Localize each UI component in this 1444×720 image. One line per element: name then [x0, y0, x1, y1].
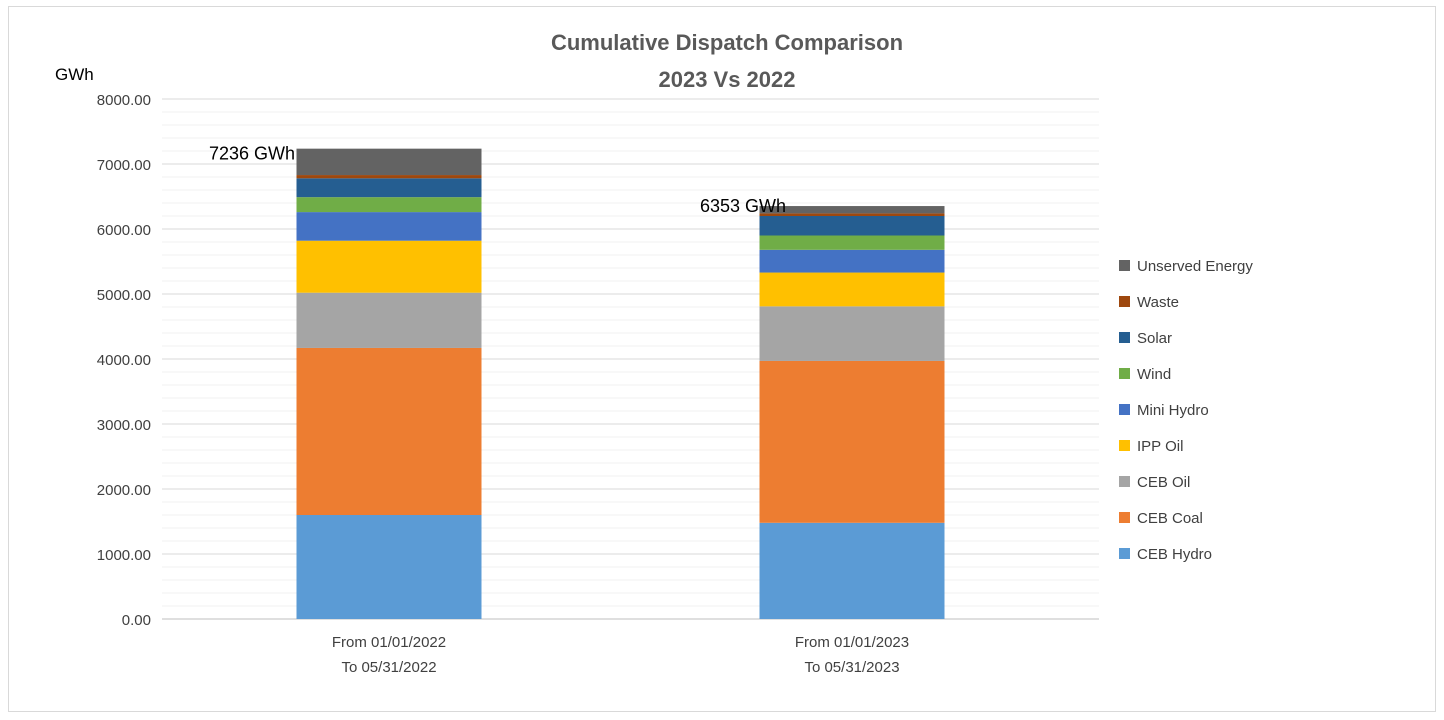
bar-segment-unserved-energy: [759, 206, 945, 214]
y-tick-label: 2000.00: [97, 482, 151, 499]
x-axis-labels: From 01/01/2022 To 05/31/2022 From 01/01/2…: [332, 634, 909, 676]
legend-label: CEB Oil: [1137, 474, 1190, 491]
bars: [296, 148, 945, 619]
chart-title: Cumulative Dispatch Comparison: [551, 30, 903, 55]
y-tick-label: 0.00: [122, 612, 151, 629]
legend-swatch: [1119, 548, 1130, 559]
y-tick-label: 5000.00: [97, 287, 151, 304]
legend-label: CEB Hydro: [1137, 546, 1212, 563]
total-label: 6353 GWh: [700, 196, 786, 216]
bar-segment-ipp-oil: [296, 240, 482, 293]
legend-swatch: [1119, 512, 1130, 523]
bar-segment-waste: [296, 175, 482, 179]
legend-label: IPP Oil: [1137, 438, 1183, 455]
bar-segment-mini-hydro: [296, 212, 482, 241]
bar-segment-wind: [296, 197, 482, 213]
bar-segment-mini-hydro: [759, 249, 945, 273]
legend-swatch: [1119, 260, 1130, 271]
x-axis-label: To 05/31/2022: [341, 659, 436, 676]
legend-label: Mini Hydro: [1137, 402, 1209, 419]
legend-swatch: [1119, 368, 1130, 379]
bar-segment-solar: [296, 178, 482, 198]
legend-label: Solar: [1137, 330, 1172, 347]
x-axis-label: From 01/01/2023: [795, 634, 909, 651]
x-axis-label: From 01/01/2022: [332, 634, 446, 651]
legend-swatch: [1119, 296, 1130, 307]
legend-swatch: [1119, 404, 1130, 415]
legend-swatch: [1119, 476, 1130, 487]
legend-swatch: [1119, 440, 1130, 451]
x-axis-label: To 05/31/2023: [804, 659, 899, 676]
bar-segment-ceb-oil: [759, 306, 945, 361]
y-tick-label: 8000.00: [97, 92, 151, 109]
legend-label: Unserved Energy: [1137, 258, 1253, 275]
legend-label: CEB Coal: [1137, 510, 1203, 527]
y-tick-label: 1000.00: [97, 547, 151, 564]
chart-frame: Cumulative Dispatch Comparison 2023 Vs 2…: [8, 6, 1436, 712]
y-axis-ticks: 0.00 1000.00 2000.00 3000.00 4000.00 5000.00 6…: [97, 92, 151, 629]
bar-segment-ceb-oil: [296, 292, 482, 348]
legend: Unserved Energy Waste Solar Wind Mini Hydro I…: [1119, 258, 1253, 563]
y-tick-label: 4000.00: [97, 352, 151, 369]
y-axis-label: GWh: [55, 65, 94, 84]
y-tick-label: 7000.00: [97, 157, 151, 174]
total-label: 7236 GWh: [209, 144, 295, 164]
bar-segment-ceb-hydro: [759, 522, 945, 619]
bar-segment-waste: [759, 213, 945, 216]
chart-subtitle: 2023 Vs 2022: [658, 67, 795, 92]
bar-segment-ipp-oil: [759, 272, 945, 307]
bar-segment-solar: [759, 216, 945, 236]
stacked-bar-chart: Cumulative Dispatch Comparison 2023 Vs 2…: [55, 30, 1253, 676]
y-tick-label: 6000.00: [97, 222, 151, 239]
bar-segment-unserved-energy: [296, 148, 482, 176]
bar-segment-ceb-coal: [759, 360, 945, 523]
bar-segment-ceb-coal: [296, 347, 482, 515]
legend-swatch: [1119, 332, 1130, 343]
legend-label: Wind: [1137, 366, 1171, 383]
y-tick-label: 3000.00: [97, 417, 151, 434]
total-labels: 7236 GWh 6353 GWh: [209, 144, 786, 216]
bar-segment-wind: [759, 235, 945, 250]
legend-label: Waste: [1137, 294, 1179, 311]
bar-segment-ceb-hydro: [296, 515, 482, 619]
